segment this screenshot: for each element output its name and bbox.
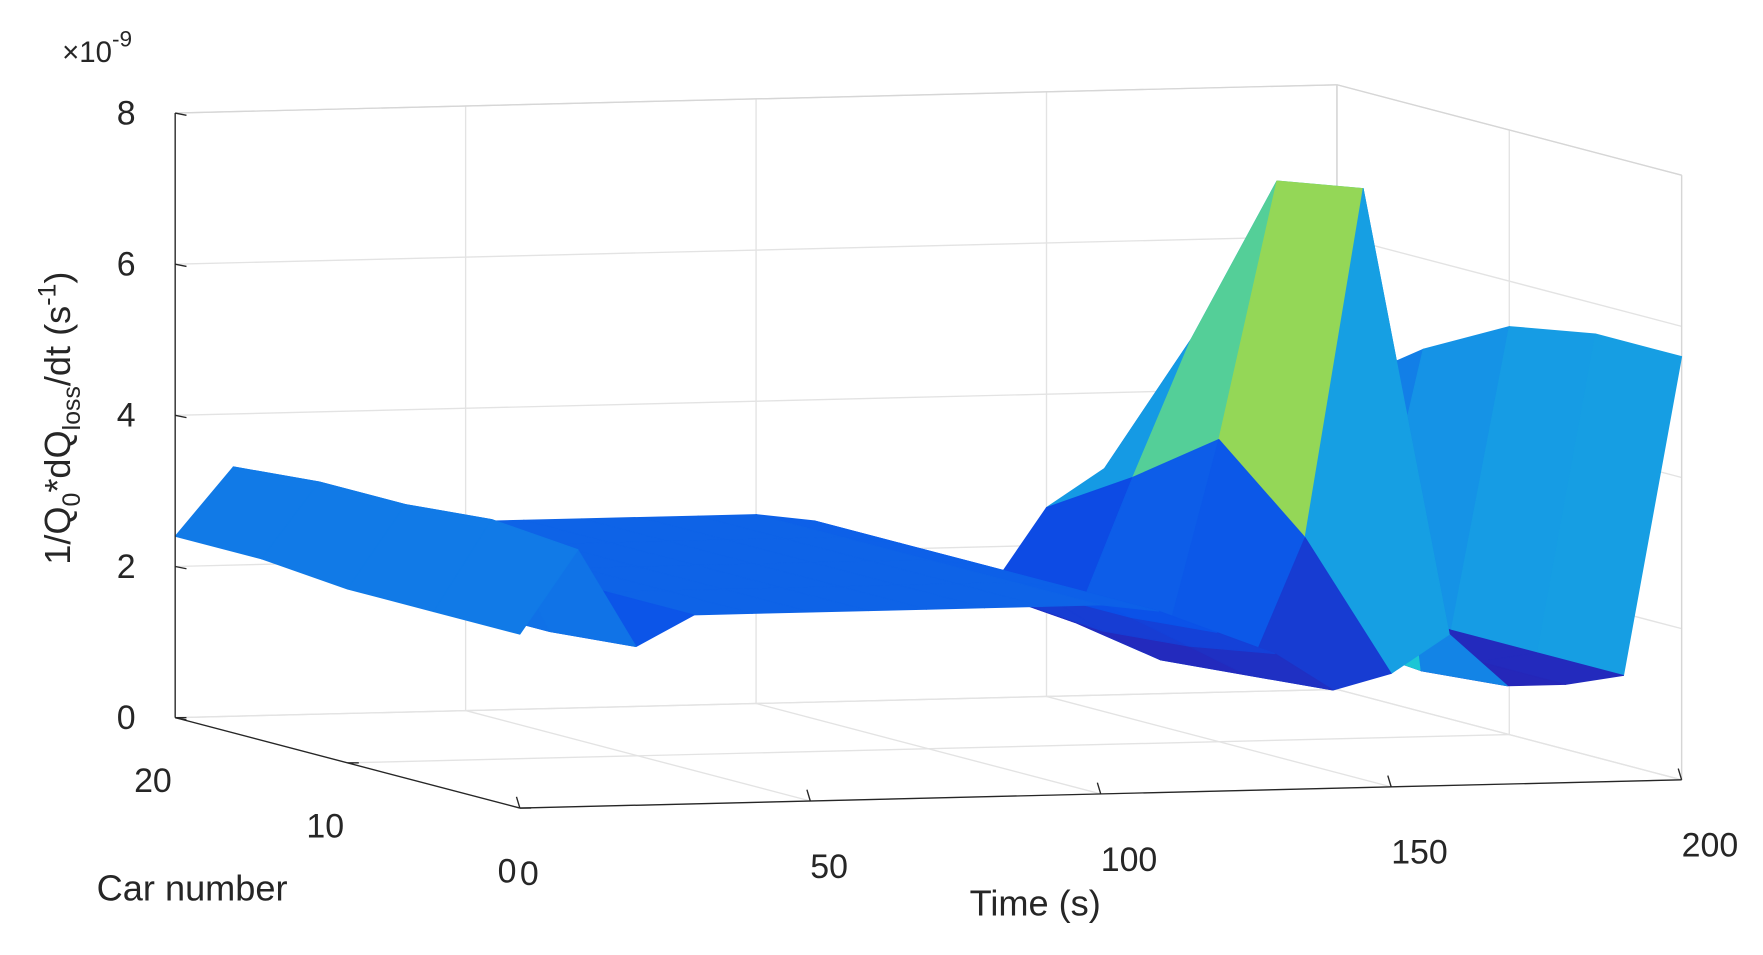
y-tick-label: 0	[498, 853, 517, 891]
z-axis-label-part: 1/Q	[37, 506, 78, 564]
z-tick	[175, 565, 187, 570]
x-tick-label: 200	[1682, 827, 1739, 865]
grid-line	[175, 235, 1337, 265]
y-axis	[174, 716, 521, 809]
z-tick-label: 6	[117, 245, 136, 283]
z-tick-label: 2	[117, 548, 136, 586]
z-axis-label: 1/Q0*dQloss/dt (s-1)	[33, 272, 86, 565]
x-axis-label: Time (s)	[970, 882, 1101, 923]
z-axis-label-script: 0	[58, 493, 86, 507]
x-tick	[1387, 775, 1392, 788]
grid-line	[1336, 688, 1682, 781]
surface-facet	[433, 519, 579, 635]
z-axis-label-part: )	[37, 272, 78, 284]
z-tick	[175, 414, 187, 419]
z-tick	[175, 112, 187, 116]
z-tick-label: 4	[117, 397, 136, 435]
grid-line	[175, 386, 1337, 417]
axis-exponent: ×10-9	[62, 26, 132, 69]
box-edge	[175, 84, 1337, 114]
exponent-power: -9	[112, 26, 132, 51]
surface	[174, 180, 1683, 691]
z-tick-label: 0	[117, 699, 136, 737]
x-tick-label: 0	[520, 855, 539, 893]
axes: 0 2 4 6 8 0 50 100 150 200 0 10 20	[117, 94, 1738, 893]
z-tick	[175, 263, 187, 268]
grid-line	[1336, 235, 1682, 328]
x-tick-label: 50	[810, 848, 848, 886]
box-edge	[1336, 84, 1682, 176]
z-tick-label: 8	[117, 94, 136, 132]
grid-line	[347, 733, 1510, 764]
z-axis-label-part: /dt (s	[37, 306, 78, 386]
exponent-base: ×10	[62, 36, 112, 69]
x-tick	[1677, 768, 1683, 781]
z-axis-label-script: loss	[58, 386, 86, 430]
x-tick-label: 100	[1101, 841, 1158, 879]
x-tick	[1096, 782, 1102, 795]
z-axis-label-script: -1	[33, 284, 61, 306]
y-axis-label: Car number	[97, 868, 288, 909]
x-tick	[515, 796, 521, 809]
y-tick-label: 10	[306, 807, 344, 845]
x-tick	[806, 789, 811, 802]
z-axis-label-part: *dQ	[37, 430, 78, 492]
x-tick-label: 150	[1391, 834, 1448, 872]
y-tick-label: 20	[134, 762, 172, 800]
grid-line	[175, 688, 1337, 719]
